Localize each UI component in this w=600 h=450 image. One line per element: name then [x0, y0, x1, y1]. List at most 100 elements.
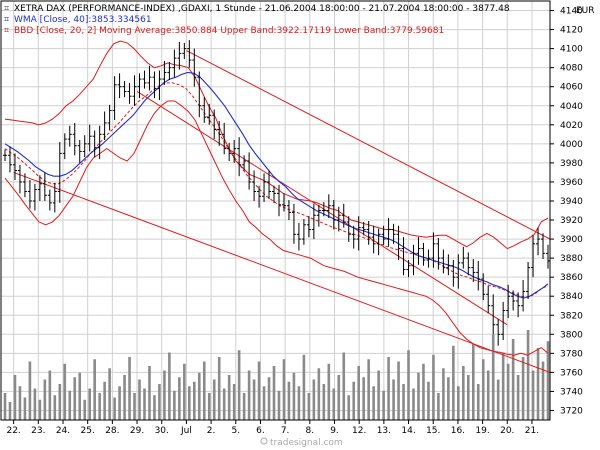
- volume-bar: [13, 375, 17, 420]
- volume-bar: [292, 372, 296, 420]
- volume-bar: [247, 370, 251, 420]
- volume-bar: [392, 379, 395, 420]
- volume-bar: [158, 384, 161, 420]
- volume-bar: [78, 372, 82, 420]
- legend-entry-dax[interactable]: ⌗ XETRA DAX (PERFORMANCE-INDEX) ,GDAXI, …: [4, 4, 510, 14]
- volume-bar: [173, 390, 176, 420]
- x-tick-label: 25.: [81, 426, 95, 436]
- legend-marker-bbd: ⌗: [4, 26, 9, 36]
- y-tick-label: 4120: [560, 26, 583, 36]
- volume-bar: [227, 375, 231, 420]
- volume-bar: [267, 377, 271, 420]
- x-tick-label: 13.: [377, 426, 391, 436]
- grid-layer: [1, 1, 550, 420]
- y-tick-label: 4060: [560, 83, 583, 93]
- volume-bar: [491, 334, 495, 420]
- volume-bar: [128, 357, 131, 420]
- volume-bar: [257, 361, 261, 420]
- y-tick-label: 3800: [560, 330, 583, 340]
- volume-bar: [407, 350, 410, 420]
- volume-bar: [33, 388, 37, 420]
- volume-bar: [511, 339, 515, 420]
- volume-bar: [486, 370, 490, 420]
- volume-bar: [437, 393, 440, 420]
- x-tick-label: 12.: [352, 426, 366, 436]
- y-tick-label: 4140: [560, 7, 583, 17]
- volume-bar: [277, 390, 281, 420]
- volume-bar: [506, 363, 510, 420]
- x-tick-label: 29.: [130, 426, 144, 436]
- volume-bar: [38, 399, 42, 420]
- volume-bar: [322, 384, 326, 420]
- volume-bar: [546, 341, 550, 420]
- y-tick-label: 3880: [560, 254, 583, 264]
- y-tick-label: 3820: [560, 311, 583, 321]
- x-tick-label: 16.: [451, 426, 465, 436]
- y-tick-label: 4000: [560, 140, 583, 150]
- volume-bar: [143, 388, 146, 420]
- volume-bar: [222, 388, 226, 420]
- y-tick-label: 3740: [560, 387, 583, 397]
- legend: ⌗ XETRA DAX (PERFORMANCE-INDEX) ,GDAXI, …: [4, 4, 510, 36]
- volume-bar: [18, 386, 22, 420]
- volume-bar: [521, 357, 525, 420]
- volume-bar: [262, 386, 266, 420]
- channel-inner: [136, 91, 508, 326]
- volume-bar: [481, 359, 485, 420]
- volume-bar: [457, 386, 460, 420]
- volume-bar: [382, 390, 385, 420]
- volume-bar: [43, 379, 47, 420]
- volume-bar: [148, 366, 151, 420]
- x-tick-label: Jul: [180, 426, 192, 436]
- volume-bar: [58, 384, 62, 420]
- legend-entry-wma[interactable]: ⌗ WMA [Close, 40]:3853.334561: [4, 15, 152, 25]
- volume-bar: [471, 343, 475, 420]
- volume-bar: [452, 345, 455, 420]
- volume-bar: [3, 393, 7, 420]
- currency-label: EUR: [576, 6, 595, 16]
- legend-text-wma: WMA [Close, 40]:3853.334561: [14, 15, 152, 25]
- y-tick-label: 4040: [560, 102, 583, 112]
- y-tick-label: 3900: [560, 235, 583, 245]
- volume-bar: [536, 348, 540, 420]
- legend-marker-wma: ⌗: [4, 15, 9, 25]
- volume-bar: [83, 399, 87, 420]
- volume-bar: [362, 377, 365, 420]
- legend-entry-bbd[interactable]: ⌗ BBD [Close, 20, 2] Moving Average:3850…: [4, 26, 444, 36]
- volume-bar: [133, 393, 136, 420]
- volume-bar: [496, 379, 500, 420]
- volume-bar: [63, 363, 67, 420]
- volume-bar: [332, 388, 336, 420]
- volume-bar: [352, 381, 356, 420]
- volume-bar: [466, 375, 470, 420]
- volume-bar: [98, 393, 101, 420]
- volume-bar: [103, 381, 106, 420]
- volume-bar: [387, 357, 390, 420]
- legend-marker-dax: ⌗: [4, 4, 9, 14]
- x-tick-label: 6.: [256, 426, 265, 436]
- channel-lower: [13, 171, 550, 373]
- x-tick-label: 9.: [330, 426, 339, 436]
- volume-bar: [88, 388, 91, 420]
- volume-bar: [163, 370, 166, 420]
- x-tick-label: 8.: [306, 426, 315, 436]
- volume-bar: [412, 388, 415, 420]
- x-tick-label: 30.: [155, 426, 169, 436]
- volume-bar: [183, 363, 186, 420]
- watermark-text: tradesignal.com: [270, 438, 343, 448]
- axis-layer: 3720 3740 3760 3780 3800 3820 3840 3860 3880 3900…: [6, 7, 583, 436]
- watermark-icon: [260, 437, 268, 445]
- volume-bar: [302, 354, 306, 420]
- y-tick-label: 3720: [560, 406, 583, 416]
- volume-bar: [501, 352, 505, 420]
- volume-bar: [48, 370, 52, 420]
- volume-bar: [432, 354, 435, 420]
- bollinger-lower-band: [4, 100, 549, 356]
- volume-bar: [337, 375, 341, 420]
- volume-layer: [3, 330, 550, 420]
- volume-bar: [516, 375, 520, 420]
- y-tick-label: 3840: [560, 292, 583, 302]
- legend-text-dax: XETRA DAX (PERFORMANCE-INDEX) ,GDAXI, 1 …: [14, 4, 510, 14]
- volume-bar: [312, 379, 316, 420]
